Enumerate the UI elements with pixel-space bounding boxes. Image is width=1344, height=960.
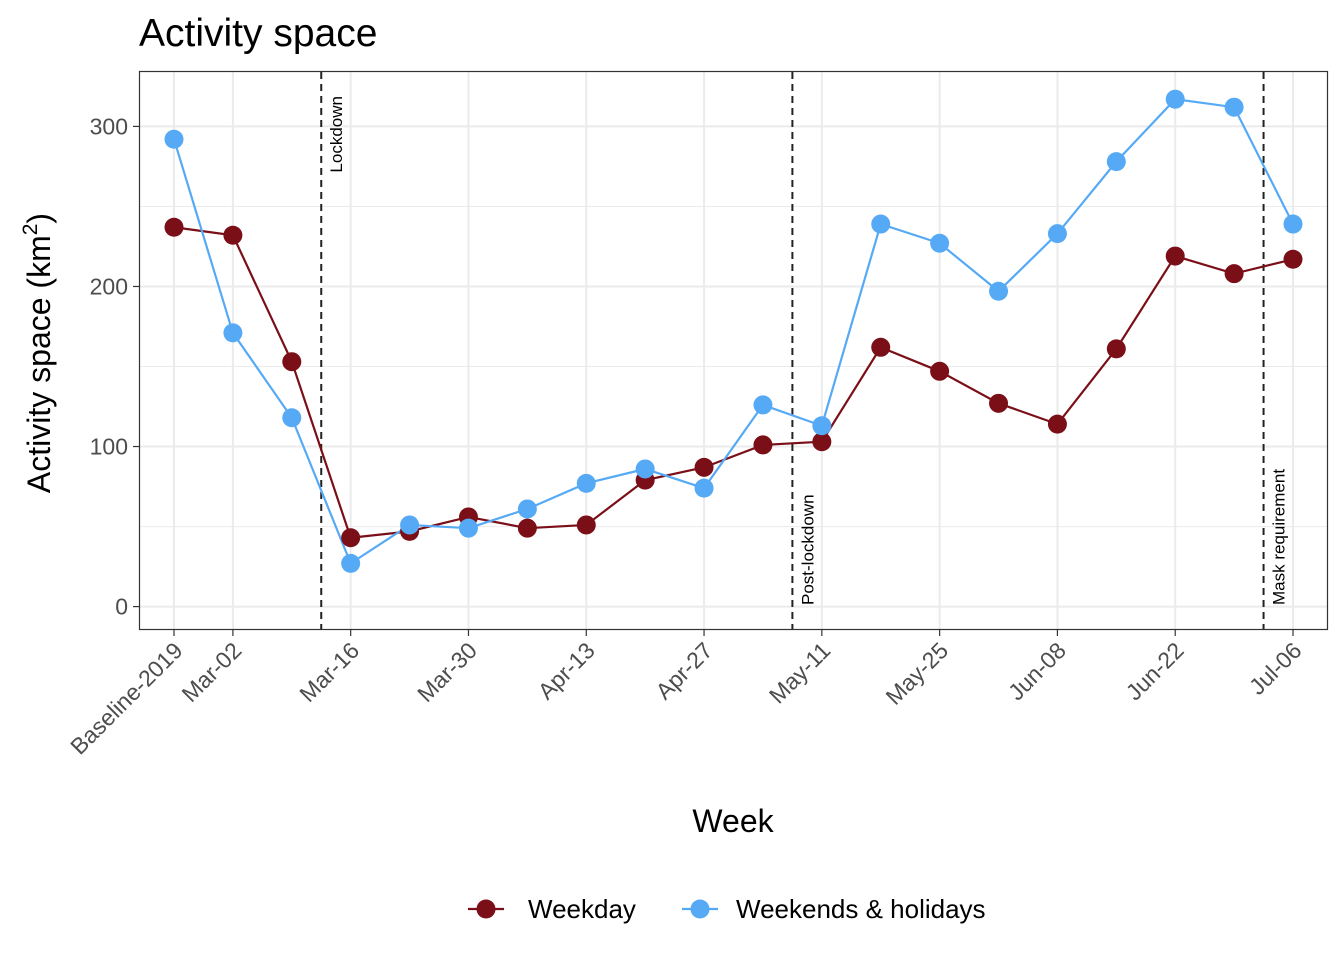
data-point [576,473,596,493]
data-point [694,478,714,498]
x-tick-label: Apr-27 [650,637,717,704]
data-point [989,393,1009,413]
data-point [930,361,950,381]
data-point [282,352,302,372]
data-point [753,435,773,455]
data-point [871,337,891,357]
legend-key-point [476,899,496,919]
data-point [812,432,832,452]
data-point [400,515,420,535]
x-axis-title: Week [692,803,774,839]
y-tick-label: 100 [90,434,128,460]
data-point [1047,414,1067,434]
data-point [341,553,361,573]
data-point [341,528,361,548]
chart-title: Activity space [139,12,377,55]
data-point [1283,249,1303,269]
event-label: Lockdown [327,96,346,173]
event-label: Post-lockdown [798,494,817,605]
x-tick-label: Apr-13 [533,637,600,704]
data-point [812,416,832,436]
x-tick-label: May-11 [764,637,835,708]
y-tick-label: 200 [90,273,128,299]
data-point [164,129,184,149]
data-point [1224,97,1244,117]
data-point [1047,224,1067,244]
x-tick-label: Mar-30 [412,637,482,707]
event-lines: Lockdown Post-lockdown Mask requirement [320,72,1289,629]
data-point [1165,89,1185,109]
data-point [1106,339,1126,359]
x-tick-label: Jun-08 [1003,637,1071,705]
x-tick-label: Mar-02 [177,637,247,707]
data-point [1224,264,1244,284]
data-point [282,408,302,428]
data-point [694,457,714,477]
legend-label: Weekday [528,894,636,924]
y-axis-title: Activity space (km2) [19,213,57,493]
data-point [989,281,1009,301]
legend: Weekday Weekends & holidays [468,894,986,924]
legend-key-point [690,899,710,919]
event-label: Mask requirement [1270,469,1289,605]
data-point [164,217,184,237]
x-tick-label: Mar-16 [294,637,364,707]
plot-panel-border [138,70,1329,631]
y-tick-label: 300 [90,113,128,139]
data-point [1283,214,1303,234]
data-point [871,214,891,234]
data-point [223,323,243,343]
data-point [635,459,655,479]
data-point [1106,152,1126,172]
series-line [172,98,1294,566]
legend-label: Weekends & holidays [736,894,986,924]
data-point [1165,246,1185,266]
x-tick-label: Baseline-2019 [65,637,187,759]
data-point [753,395,773,415]
data-series [164,89,1303,573]
series-line [173,226,1294,539]
y-tick-label: 0 [115,594,128,620]
x-tick-label: Jul-06 [1244,637,1307,700]
x-tick-label: May-25 [881,637,954,710]
data-point [517,518,537,538]
x-tick-label: Jun-22 [1121,637,1189,705]
data-point [458,518,478,538]
data-point [223,225,243,245]
data-point [517,499,537,519]
data-point [576,515,596,535]
data-point [930,233,950,253]
grid-lines [140,72,1327,629]
